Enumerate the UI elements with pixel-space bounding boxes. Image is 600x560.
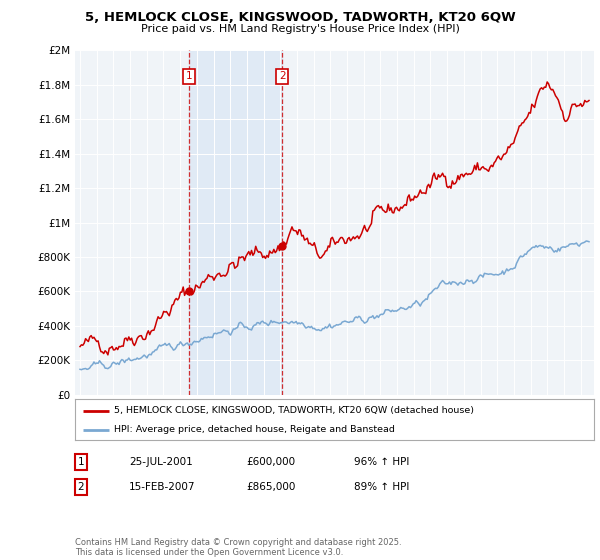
Text: 25-JUL-2001: 25-JUL-2001 [129, 457, 193, 467]
Text: HPI: Average price, detached house, Reigate and Banstead: HPI: Average price, detached house, Reig… [114, 425, 395, 434]
Bar [190, 50, 282, 395]
Text: 96% ↑ HPI: 96% ↑ HPI [354, 457, 409, 467]
Text: £600,000: £600,000 [246, 457, 295, 467]
Text: Price paid vs. HM Land Registry's House Price Index (HPI): Price paid vs. HM Land Registry's House … [140, 24, 460, 34]
Text: £865,000: £865,000 [246, 482, 295, 492]
Text: 2: 2 [77, 482, 85, 492]
Text: 2: 2 [279, 71, 286, 81]
Text: Contains HM Land Registry data © Crown copyright and database right 2025.
This d: Contains HM Land Registry data © Crown c… [75, 538, 401, 557]
Text: 1: 1 [186, 71, 193, 81]
Text: 5, HEMLOCK CLOSE, KINGSWOOD, TADWORTH, KT20 6QW (detached house): 5, HEMLOCK CLOSE, KINGSWOOD, TADWORTH, K… [114, 406, 474, 415]
Text: 5, HEMLOCK CLOSE, KINGSWOOD, TADWORTH, KT20 6QW: 5, HEMLOCK CLOSE, KINGSWOOD, TADWORTH, K… [85, 11, 515, 24]
Text: 1: 1 [77, 457, 85, 467]
Text: 89% ↑ HPI: 89% ↑ HPI [354, 482, 409, 492]
Text: 15-FEB-2007: 15-FEB-2007 [129, 482, 196, 492]
